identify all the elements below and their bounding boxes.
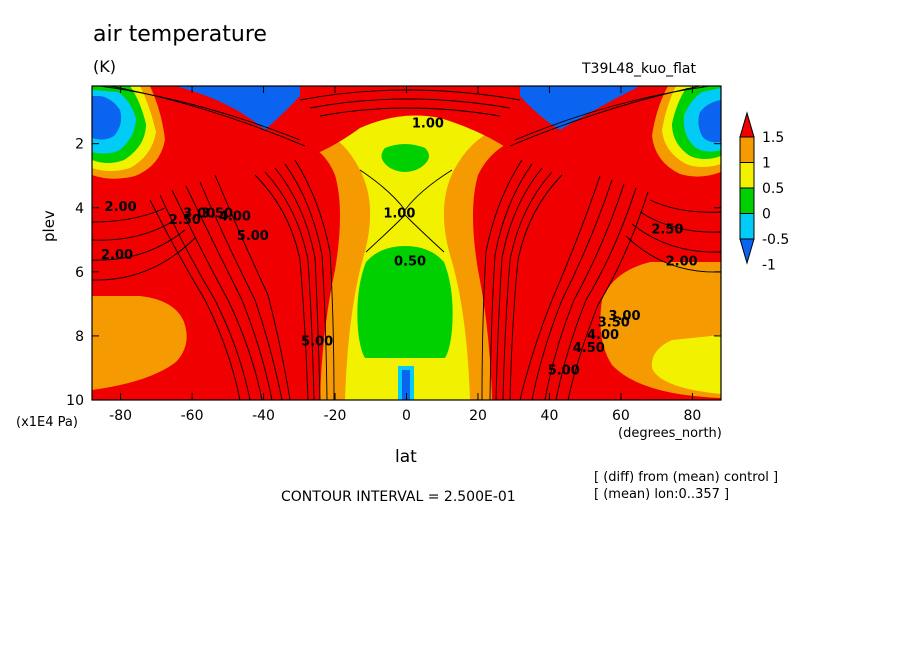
x-tick-label: 40 [541,408,559,424]
chart-title: air temperature [93,22,267,47]
contour-label: 2.50 [651,222,683,237]
mean-note: [ (mean) lon:0..357 ] [594,487,730,502]
colorbar-swatch [739,187,755,214]
contour-label: 4.00 [219,210,251,225]
contour-label: 2.50 [169,213,201,228]
colorbar-label: 0.5 [762,181,784,197]
x-axis-units: (degrees_north) [618,426,722,441]
contour-label: 3.00 [183,206,215,221]
experiment-name: T39L48_kuo_flat [582,61,696,77]
chart-units: (K) [93,57,116,76]
colorbar-label: 1.5 [762,130,784,146]
y-axis-units: (x1E4 Pa) [16,415,78,430]
right-polar-yellow [651,335,721,394]
contour-label: 5.00 [237,229,269,244]
contour-labels: 2.002.002.503.003.504.005.000.501.001.00… [101,117,698,379]
x-tick-label: -80 [109,408,132,424]
x-axis-ticks: -80 -60 -40 -20 0 20 40 60 80 [109,86,701,424]
colorbar-bottom-arrow [739,238,755,265]
contour-label: 5.00 [301,335,333,350]
colorbar-label: -1 [762,258,776,274]
left-polar-orange [92,296,187,390]
colorbar-swatch [739,162,755,189]
x-tick-label: 80 [683,408,701,424]
x-tick-label: 20 [469,408,487,424]
upper-green [381,144,429,172]
colorbar-top-arrow [739,111,755,138]
colorbar: 1.5 1 0.5 0 -0.5 -1 [739,111,789,274]
colorbar-swatch [739,213,755,240]
tropical-green [357,246,453,358]
upper-left-blue [175,86,300,130]
contour-label: 2.00 [101,248,133,263]
y-axis-ticks: 2 4 6 8 10 [66,137,721,409]
equator-blue [402,370,410,400]
colorbar-swatch [739,136,755,163]
y-tick-label: 4 [75,201,84,217]
contour-label: 4.00 [587,328,619,343]
x-tick-label: 60 [612,408,630,424]
y-tick-label: 2 [75,137,84,153]
x-tick-label: 0 [402,408,411,424]
diff-note: [ (diff) from (mean) control ] [594,470,779,485]
contour-interval: CONTOUR INTERVAL = 2.500E-01 [281,489,516,505]
contour-label: 3.00 [608,309,640,324]
contour-label: 2.00 [105,200,137,215]
colorbar-label: 0 [762,207,771,223]
left-top-blue [92,96,122,140]
contour-field: 2.002.002.503.003.504.005.000.501.001.00… [92,86,721,400]
colorbar-label: 1 [762,156,771,172]
right-top-blue [698,100,721,143]
contour-label: 3.50 [201,206,233,221]
x-axis-label: lat [395,447,417,467]
x-tick-label: -60 [181,408,204,424]
contour-lines [92,86,721,400]
x-tick-label: -20 [324,408,347,424]
contour-label: 1.00 [383,206,415,221]
x-tick-label: -40 [252,408,275,424]
upper-right-blue [520,86,640,130]
contour-label: 3.50 [598,315,630,330]
contour-label: 1.00 [412,117,444,132]
contour-label: 5.00 [548,363,580,378]
colorbar-label: -0.5 [762,232,789,248]
contour-label: 2.00 [666,254,698,269]
y-tick-label: 10 [66,393,84,409]
y-tick-label: 6 [75,265,84,281]
y-tick-label: 8 [75,329,84,345]
contour-label: 4.50 [573,341,605,356]
contour-label: 0.50 [394,254,426,269]
